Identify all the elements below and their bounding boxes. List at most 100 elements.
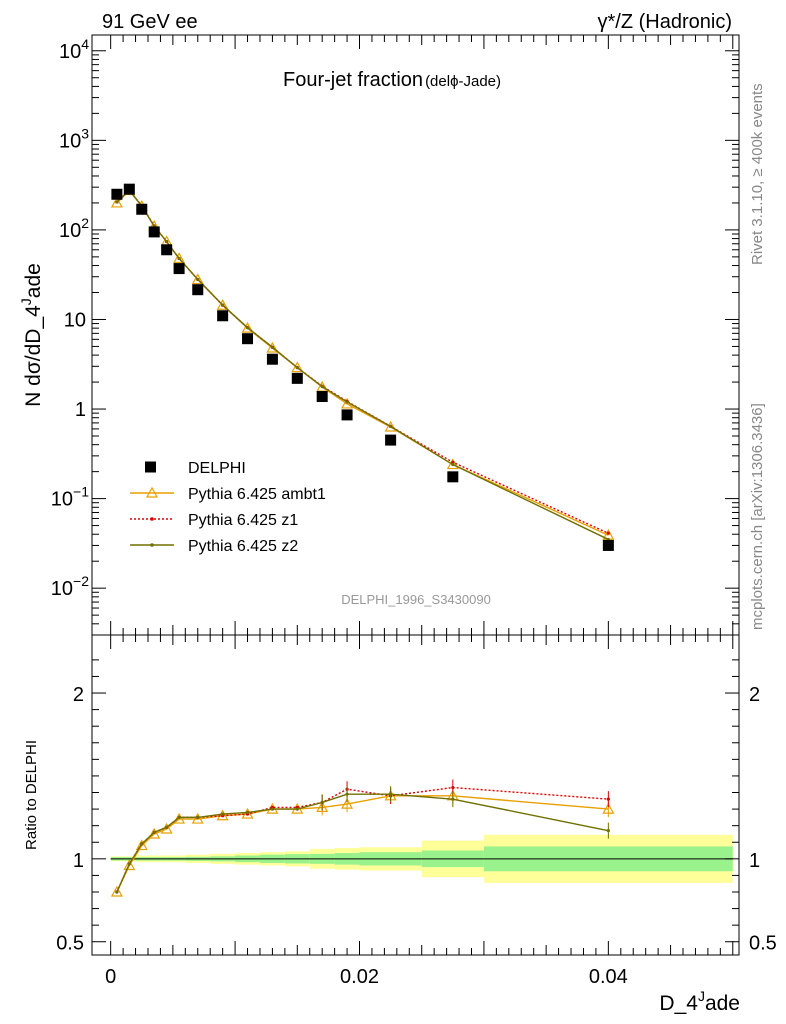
z2-point [115,200,119,204]
y-axis-label: N dσ/dD_4Jade [18,263,45,407]
plot-title: Four-jet fraction (delϕ-Jade) [283,69,501,91]
delphi-point [148,226,160,238]
x-tick-label: 0 [105,966,116,988]
ratio-z2-point [140,842,144,846]
delphi-point [217,310,229,322]
ratio-z2-point [295,807,299,811]
ratio-ambt1-point [241,807,254,819]
delphi-point [161,244,173,256]
legend-label: Pythia 6.425 ambt1 [188,486,326,503]
delphi-point [123,183,135,195]
ratio-z2-point [345,792,349,796]
ratio-y-tick-label-right: 2 [749,684,760,706]
delphi-point [136,203,148,215]
ratio-z2-point [606,829,610,833]
y-tick-label: 103 [59,125,89,152]
z2-point [221,303,225,307]
ratio-plot-frame [91,634,740,956]
ratio-line-pythia-6.425-z1 [116,786,609,893]
y-tick-label: 102 [59,215,89,242]
z1-point [606,531,610,535]
x-tick-label: 0.04 [589,966,628,988]
ratio-ambt1-point [191,812,204,824]
delphi-point [242,333,254,345]
ratio-y-tick-label: 1 [73,850,84,872]
z2-point [345,400,349,404]
delphi-point [385,434,397,446]
ambt1-point [384,420,397,432]
delphi-point [602,539,614,551]
ratio-ambt1-point [148,827,161,839]
ratio-z2-point [196,815,200,819]
ratio-ambt1-point [602,802,615,814]
x-axis-label: D_4Jade [659,988,740,1015]
ratio-ambt1-point [135,839,148,851]
ratio-z2-point [165,825,169,829]
ratio-ambt1-point [123,859,136,871]
ratio-z1-point [606,797,610,801]
ratio-y-tick-label: 0.5 [56,933,84,955]
delphi-point [173,263,185,275]
ratio-y-tick-label-right: 0.5 [749,933,777,955]
z2-point [165,240,169,244]
z2-point [177,256,181,261]
analysis-watermark: DELPHI_1996_S3430090 [341,592,491,607]
z2-point [295,366,299,370]
header-right: γ*/Z (Hadronic) [598,11,732,33]
ambt1-point [216,299,229,310]
z2-point [245,326,250,330]
legend-marker-dot [150,517,154,521]
z2-point [389,424,393,428]
ratio-z2-point [245,810,250,815]
y-tick-label: 1 [75,399,86,421]
legend-marker-delphi [145,461,156,473]
ratio-ambt1-point [316,801,329,813]
main-plot-series [110,183,615,551]
series-line-pythia-6.425-z2 [116,189,609,541]
ambt1-point [173,252,186,264]
y-tick-label: 10 [64,309,86,331]
legend-marker-dot [150,543,154,547]
y-tick-label: 104 [59,36,89,63]
ambt1-point [191,273,204,285]
ratio-z2-point [270,807,275,811]
z2-point [270,345,275,349]
ratio-ambt1-point [341,797,354,809]
ratio-y-tick-label-right: 1 [749,850,760,872]
ratio-y-tick-label: 2 [73,684,84,706]
legend: DELPHI Pythia 6.425 ambt1 Pythia 6.425 z1 P… [130,460,326,555]
series-line-pythia-6.425-z1 [116,189,609,534]
ratio-z2-point [177,815,181,819]
ratio-y-axis-label: Ratio to DELPHI [23,740,40,850]
series-line-pythia-6.425-ambt1 [116,189,609,536]
header-left: 91 GeV ee [102,11,198,33]
z2-point [320,385,324,389]
ratio-line-pythia-6.425-z2 [116,793,609,893]
x-tick-label: 0.02 [340,966,379,988]
legend-marker-triangle [145,486,159,498]
ratio-ambt1-point [110,885,123,897]
ratio-z2-point [451,797,455,801]
ratio-z1-point [451,785,455,790]
delphi-point [341,409,353,421]
y-tick-label: 10−1 [51,484,89,511]
delphi-point [291,372,303,384]
delphi-point [192,284,204,296]
z1-point [451,460,455,464]
legend-label: DELPHI [188,460,246,477]
ratio-z2-point [389,792,393,796]
ratio-z2-point [127,862,131,866]
delphi-point [266,353,278,365]
y-tick-label: 10−2 [51,573,89,600]
rivet-label: Rivet 3.1.10, ≥ 400k events [749,83,766,265]
z2-point [451,462,455,467]
delphi-point [447,471,459,483]
ambt1-point [110,196,123,208]
z2-point [196,277,200,282]
main-plot: 10−2 10−1 1 10 102 103 104 Four-jet fraction (d… [18,34,740,636]
ambt1-point [291,361,304,373]
mcplots-label: mcplots.cern.ch [arXiv:1306.3436] [749,403,766,630]
ratio-plot: 0.5 0.5 1 1 2 2 0 0.02 0.04 Ratio to DELPHI D_4J… [23,634,777,1015]
delphi-point [316,391,328,403]
